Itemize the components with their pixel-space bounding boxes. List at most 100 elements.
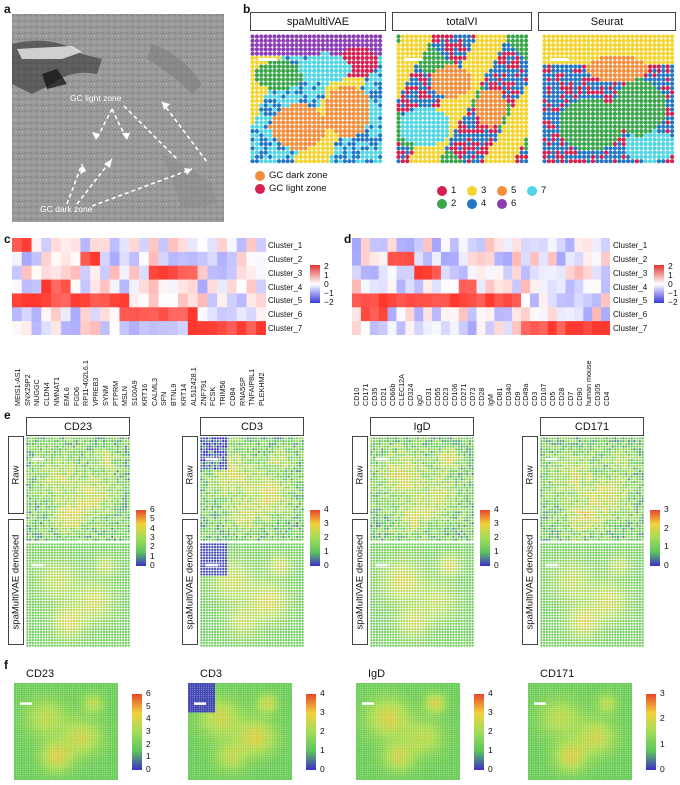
spot <box>31 530 34 533</box>
spot <box>484 116 489 121</box>
spot <box>506 146 511 151</box>
spot <box>626 120 631 125</box>
spot <box>414 77 419 82</box>
protein-heatmap-cell <box>352 307 362 322</box>
spot <box>462 90 467 95</box>
spot <box>26 543 29 546</box>
spot <box>648 107 653 112</box>
spot <box>617 120 622 125</box>
spot <box>89 527 92 530</box>
spot <box>462 111 467 116</box>
spot <box>555 133 560 138</box>
spot <box>480 98 485 104</box>
spot <box>427 47 432 52</box>
spot <box>422 154 427 159</box>
spot <box>453 94 458 99</box>
spot <box>250 77 255 82</box>
spot <box>45 456 48 459</box>
cluster-dot <box>527 185 537 196</box>
gene-heatmap-cell <box>217 251 228 267</box>
spot <box>272 103 277 108</box>
spot <box>75 478 78 481</box>
spot <box>124 556 128 560</box>
spot <box>259 94 264 99</box>
spot <box>466 73 471 78</box>
spot <box>621 51 626 56</box>
spot <box>53 448 56 451</box>
spot <box>409 60 414 65</box>
spot <box>298 64 303 69</box>
spot <box>42 486 45 489</box>
spot <box>510 124 515 129</box>
spot <box>116 500 119 503</box>
spot <box>515 111 520 116</box>
spot <box>108 527 111 530</box>
spot <box>42 533 45 536</box>
spot <box>31 483 34 487</box>
spot <box>524 111 529 116</box>
spot <box>506 116 511 121</box>
spot <box>577 55 582 61</box>
spot <box>70 559 73 562</box>
spot <box>307 81 312 86</box>
spot <box>105 442 108 445</box>
spot <box>347 51 352 56</box>
spot <box>26 533 29 536</box>
spot <box>80 543 84 546</box>
spot <box>418 107 423 112</box>
spot <box>551 111 556 116</box>
spot <box>37 439 40 443</box>
spot <box>661 55 666 61</box>
spot <box>122 530 125 533</box>
spot <box>50 442 54 445</box>
spot <box>64 522 67 525</box>
spot <box>564 150 569 155</box>
spot <box>462 98 467 104</box>
spot <box>108 524 111 528</box>
spot <box>290 34 295 39</box>
spot <box>661 116 666 121</box>
spot <box>356 55 361 61</box>
spot <box>546 141 551 147</box>
spot <box>373 55 378 61</box>
spot <box>80 464 84 467</box>
spot <box>37 467 40 470</box>
column-label: IgM <box>486 394 495 406</box>
spot <box>546 90 551 95</box>
spot <box>502 129 507 134</box>
spot <box>519 90 524 95</box>
spot <box>436 81 441 86</box>
spot <box>493 43 498 48</box>
protein-heatmap-cell <box>414 307 424 322</box>
spot <box>268 150 273 155</box>
spot <box>70 548 73 551</box>
spot <box>105 508 108 511</box>
spot <box>462 103 467 108</box>
spot <box>53 545 56 549</box>
spot <box>61 475 65 478</box>
spot <box>116 533 119 536</box>
gene-heatmap-cell <box>246 238 257 253</box>
gene-heatmap-colorbar <box>310 265 320 303</box>
spot <box>519 64 524 69</box>
spot <box>573 137 578 142</box>
spot <box>484 137 489 142</box>
spot <box>466 111 471 116</box>
spot <box>427 64 432 69</box>
spot <box>670 60 675 65</box>
spot <box>334 103 339 108</box>
spot <box>122 527 125 530</box>
spot <box>634 103 639 108</box>
spot <box>524 133 529 138</box>
spot <box>80 445 84 448</box>
spot <box>347 90 352 95</box>
spot <box>86 483 89 487</box>
spot <box>72 522 76 525</box>
spot <box>320 90 325 95</box>
protein-heatmap-cell <box>547 279 557 294</box>
spot <box>573 38 578 43</box>
spot <box>639 77 644 82</box>
spot <box>127 535 130 539</box>
spot <box>338 73 343 78</box>
spot <box>617 43 622 48</box>
